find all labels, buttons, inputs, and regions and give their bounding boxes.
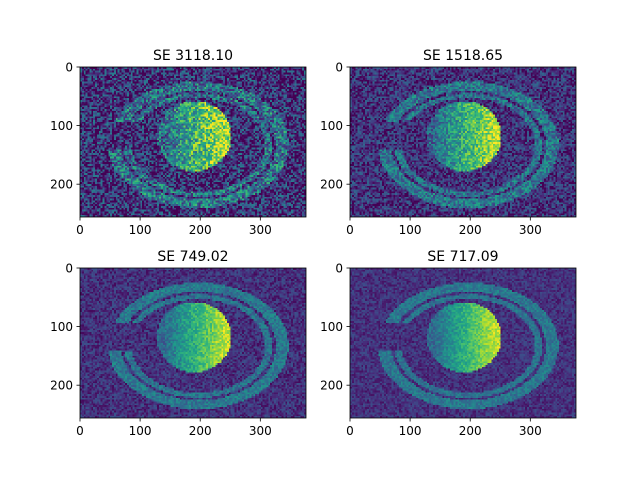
panel-1: SE 3118.10 0 100 200 300 0 100 200 bbox=[50, 48, 307, 237]
x-tick-label: 200 bbox=[189, 223, 212, 237]
panel-title: SE 717.09 bbox=[427, 249, 498, 265]
x-tick-label: 200 bbox=[189, 424, 212, 438]
axes-frame bbox=[349, 66, 577, 218]
x-tick-label: 0 bbox=[346, 424, 354, 438]
y-tick-label: 200 bbox=[320, 379, 343, 393]
x-tick-label: 100 bbox=[399, 424, 422, 438]
x-tick-label: 100 bbox=[129, 424, 152, 438]
x-tick-label: 300 bbox=[249, 223, 272, 237]
panel-4: SE 717.09 0 100 200 300 0 100 200 bbox=[320, 249, 577, 438]
axes-frame bbox=[349, 267, 577, 419]
panel-title: SE 749.02 bbox=[157, 249, 228, 265]
x-tick-label: 300 bbox=[519, 223, 542, 237]
heatmap-image bbox=[80, 268, 306, 418]
x-tick-label: 300 bbox=[249, 424, 272, 438]
x-tick-label: 0 bbox=[76, 424, 84, 438]
y-tick-label: 100 bbox=[320, 119, 343, 133]
y-tick-label: 200 bbox=[50, 379, 73, 393]
y-tick-label: 200 bbox=[320, 178, 343, 192]
y-tick-label: 100 bbox=[50, 119, 73, 133]
x-tick-label: 200 bbox=[459, 424, 482, 438]
x-tick-label: 0 bbox=[346, 223, 354, 237]
y-tick-label: 0 bbox=[65, 262, 73, 276]
x-tick-label: 100 bbox=[399, 223, 422, 237]
heatmap-image bbox=[80, 67, 306, 217]
axes-frame bbox=[79, 66, 307, 218]
heatmap-image bbox=[350, 268, 576, 418]
x-tick-label: 200 bbox=[459, 223, 482, 237]
y-tick-label: 0 bbox=[335, 262, 343, 276]
y-tick-label: 0 bbox=[65, 61, 73, 75]
y-tick-label: 200 bbox=[50, 178, 73, 192]
x-tick-label: 0 bbox=[76, 223, 84, 237]
x-tick-label: 100 bbox=[129, 223, 152, 237]
y-tick-label: 100 bbox=[50, 320, 73, 334]
axes-frame bbox=[79, 267, 307, 419]
x-tick-label: 300 bbox=[519, 424, 542, 438]
heatmap-image bbox=[350, 67, 576, 217]
panel-2: SE 1518.65 0 100 200 300 0 100 200 bbox=[320, 48, 577, 237]
panel-title: SE 1518.65 bbox=[423, 48, 503, 64]
panel-title: SE 3118.10 bbox=[153, 48, 233, 64]
y-tick-label: 100 bbox=[320, 320, 343, 334]
panel-3: SE 749.02 0 100 200 300 0 100 200 bbox=[50, 249, 307, 438]
y-tick-label: 0 bbox=[335, 61, 343, 75]
